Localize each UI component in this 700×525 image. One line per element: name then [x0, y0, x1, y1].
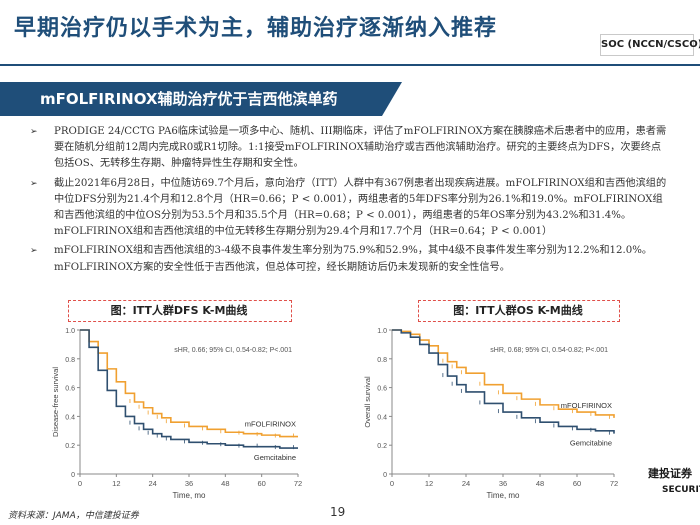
os-chart-frame: [418, 300, 620, 322]
x-tick-label: 36: [499, 479, 507, 488]
source-note: 资料来源：JAMA，中信建投证券: [8, 511, 139, 521]
os-km-chart: 0 0.2 0.4 0.6 0.8 1.0 0 12 24 36 48 60 72 Time, mo Ove…: [363, 328, 618, 500]
x-tick-label: 48: [536, 479, 544, 488]
section-banner: mFOLFIRINOX辅助治疗优于吉西他滨单药: [0, 82, 402, 116]
series-label: Gemcitabine: [570, 439, 612, 448]
hr-annotation: sHR, 0.68; 95% CI, 0.54-0.82; P<.001: [490, 347, 608, 354]
bullet-list: ➢ PRODIGE 24/CCTG PA6临床试验是一项多中心、随机、III期临…: [30, 124, 670, 279]
bullet-text: mFOLFIRINOX组和吉西他滨组的3-4级不良事件发生率分别为75.9%和5…: [54, 245, 653, 273]
x-tick-label: 24: [462, 479, 470, 488]
y-tick-label: 0.4: [65, 414, 75, 421]
y-axis-label: Overall survival: [363, 376, 372, 428]
header-divider: [0, 64, 700, 66]
series-line: [392, 329, 615, 434]
series-label: Gemcitabine: [254, 453, 296, 462]
x-tick-label: 48: [221, 479, 229, 488]
x-tick-label: 60: [257, 479, 265, 488]
brand-logo-line2: SECURITIES: [662, 485, 700, 495]
y-axis-label: Disease-free survival: [51, 367, 60, 437]
bullet-text: PRODIGE 24/CCTG PA6临床试验是一项多中心、随机、III期临床，…: [54, 126, 667, 170]
series-label: mFOLFIRINOX: [245, 420, 296, 429]
y-tick-label: 0.8: [65, 357, 75, 364]
banner-shape: [0, 82, 402, 116]
series-line: [80, 329, 298, 449]
bullet-text: 截止2021年6月28日，中位随访69.7个月后，意向治疗（ITT）人群中有36…: [54, 177, 667, 238]
x-tick-label: 60: [573, 479, 581, 488]
x-tick-label: 12: [425, 479, 433, 488]
y-tick-label: 0.2: [65, 443, 75, 450]
brand-logo-line1: 建投证券: [648, 467, 692, 480]
arrow-bullet-icon: ➢: [30, 246, 38, 257]
x-tick-label: 12: [112, 479, 120, 488]
x-tick-label: 72: [610, 479, 618, 488]
y-tick-label: 0.2: [377, 443, 387, 450]
page-title: 早期治疗仍以手术为主，辅助治疗逐渐纳入推荐: [14, 16, 498, 41]
series-label: mFOLFIRINOX: [561, 401, 612, 410]
x-axis-label: Time, mo: [486, 491, 520, 500]
y-tick-label: 0: [71, 472, 75, 479]
y-tick-label: 1.0: [377, 328, 387, 335]
y-tick-label: 0: [383, 472, 387, 479]
x-axis-label: Time, mo: [172, 491, 206, 500]
x-tick-label: 0: [390, 479, 394, 488]
dfs-km-chart: 0 0.2 0.4 0.6 0.8 1.0 0 12 24 36 48 60 72 Time, mo Dis…: [51, 328, 302, 500]
bullet-item: ➢ PRODIGE 24/CCTG PA6临床试验是一项多中心、随机、III期临…: [30, 124, 670, 173]
os-chart-title: 图：ITT人群OS K-M曲线: [453, 304, 583, 317]
series-line: [392, 329, 615, 418]
y-tick-label: 1.0: [65, 328, 75, 335]
y-tick-label: 0.8: [377, 357, 387, 364]
bullet-item: ➢ 截止2021年6月28日，中位随访69.7个月后，意向治疗（ITT）人群中有…: [30, 176, 670, 241]
dfs-chart-frame: [68, 300, 292, 322]
bullet-item: ➢ mFOLFIRINOX组和吉西他滨组的3-4级不良事件发生率分别为75.9%…: [30, 243, 670, 275]
hr-annotation: sHR, 0.66; 95% CI, 0.54-0.82; P<.001: [174, 347, 292, 354]
y-tick-label: 0.6: [65, 386, 75, 393]
y-tick-label: 0.6: [377, 386, 387, 393]
banner-title: mFOLFIRINOX辅助治疗优于吉西他滨单药: [40, 90, 338, 108]
dfs-chart-title: 图：ITT人群DFS K-M曲线: [110, 304, 248, 317]
y-tick-label: 0.4: [377, 414, 387, 421]
series-line: [80, 329, 298, 438]
arrow-bullet-icon: ➢: [30, 127, 38, 137]
x-tick-label: 0: [78, 479, 82, 488]
arrow-bullet-icon: ➢: [30, 178, 38, 189]
x-tick-label: 72: [294, 479, 302, 488]
x-tick-label: 36: [185, 479, 193, 488]
x-tick-label: 24: [148, 479, 156, 488]
page-number: 19: [330, 505, 346, 519]
soc-badge: SOC (NCCN/CSCO): [600, 34, 700, 56]
